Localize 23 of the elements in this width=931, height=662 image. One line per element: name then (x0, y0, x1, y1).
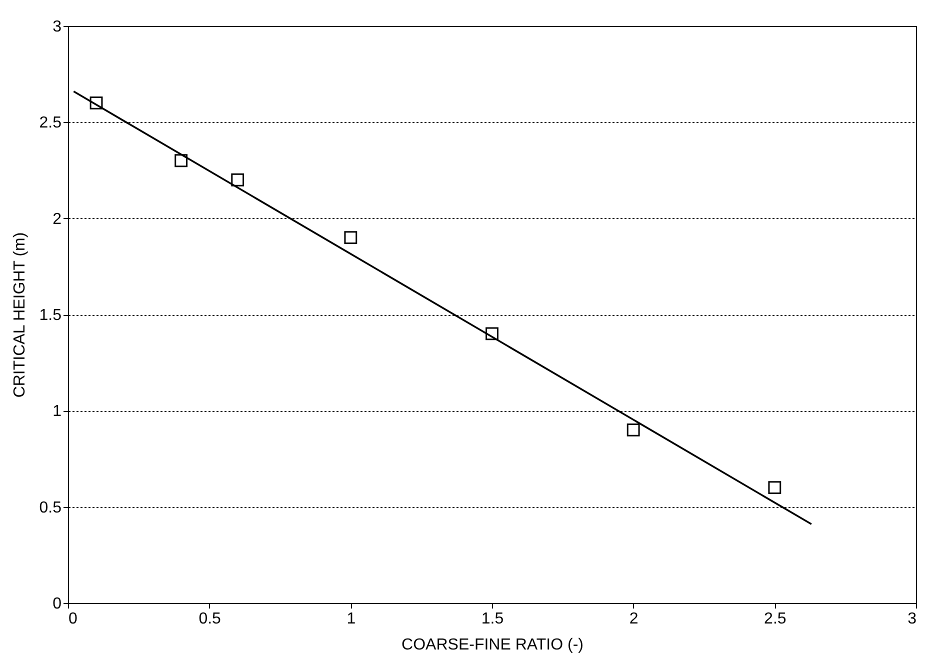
y-tick-label: 0 (52, 596, 62, 612)
x-tick-label: 1.5 (481, 610, 504, 628)
x-axis-title: COARSE-FINE RATIO (-) (402, 636, 584, 654)
x-tick-label: 2.5 (764, 610, 786, 628)
x-tick-label: 1 (346, 610, 356, 628)
y-tick-label: 2.5 (39, 114, 62, 132)
point (768, 481, 782, 494)
x-tick-label: 0.5 (198, 610, 222, 628)
y-axis-title: CRITICAL HEIGHT (m) (11, 232, 28, 398)
point (344, 231, 358, 244)
x-tick-label: 3 (908, 610, 917, 628)
y-tick-label: 1.5 (39, 307, 62, 324)
point (174, 154, 188, 168)
point (626, 423, 640, 436)
y-tick-label: 3 (52, 18, 62, 36)
y-tick-label: 0.5 (39, 499, 62, 516)
y-tick-label: 1 (52, 403, 62, 420)
x-tick-label: 2 (629, 610, 638, 628)
y-tick-label: 2 (52, 210, 62, 228)
point (231, 173, 244, 186)
point (90, 96, 103, 110)
point (486, 327, 498, 340)
x-tick-label: 0 (68, 610, 78, 628)
